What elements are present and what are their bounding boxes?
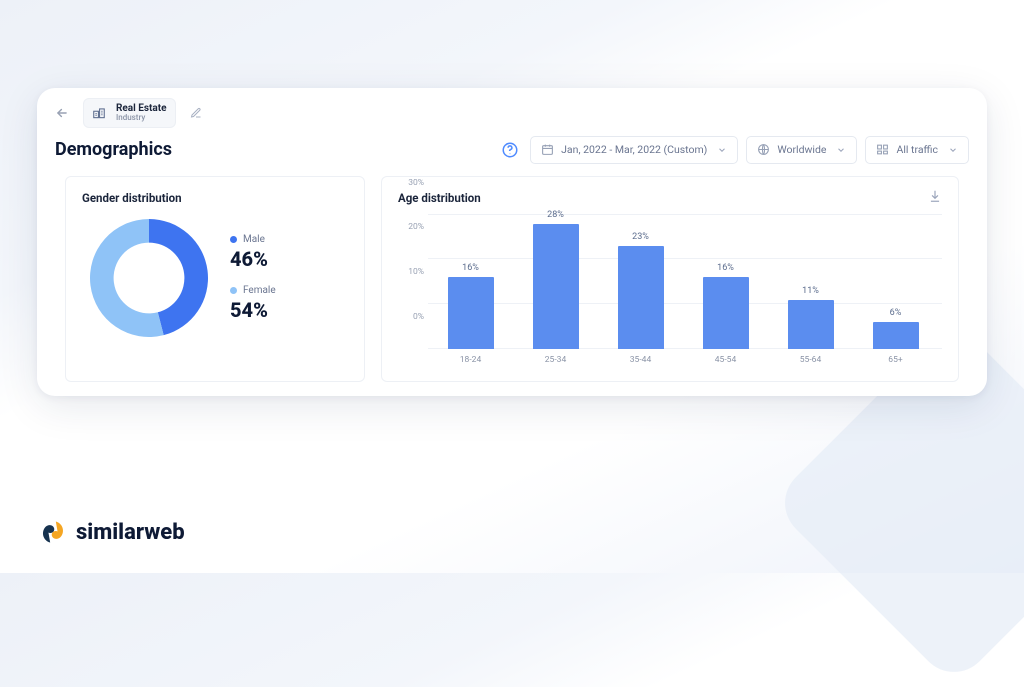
similarweb-logo-icon [40,519,66,545]
industry-chip[interactable]: Real Estate Industry [83,98,176,128]
bar [873,322,919,349]
industry-icon [92,105,108,121]
legend-label: Male [230,234,276,245]
download-chart-button[interactable] [928,189,944,205]
age-chart-yaxis: 0%10%20%30% [398,215,428,349]
legend-swatch [230,236,237,243]
age-bar-chart: 0%10%20%30% 16%28%23%16%11%6% 18-2425-34… [398,215,942,371]
gender-distribution-card: Gender distribution Male 46% Female 54% [65,176,365,382]
legend-swatch [230,287,237,294]
region-filter[interactable]: Worldwide [746,136,857,164]
arrow-left-icon [55,106,69,120]
chevron-down-icon [948,145,958,155]
bar [618,246,664,349]
industry-chip-subtitle: Industry [116,114,167,123]
bar-column: 28% [513,215,598,349]
top-bar: Real Estate Industry [37,88,987,128]
dashboard-panel: Real Estate Industry Demographics Jan, 2… [37,88,987,396]
calendar-icon [541,143,555,157]
date-range-filter[interactable]: Jan, 2022 - Mar, 2022 (Custom) [530,136,738,164]
legend-text: Male [243,234,265,245]
brand-name: similarweb [76,520,185,545]
xtick-label: 65+ [853,349,938,371]
legend-value: 46% [230,247,276,271]
legend-row: Male 46% [230,234,276,271]
age-chart-xaxis: 18-2425-3435-4445-5455-6465+ [428,349,938,371]
xtick-label: 55-64 [768,349,853,371]
help-circle-icon [501,141,519,159]
bar [533,224,579,349]
bar-value-label: 23% [632,232,649,242]
help-button[interactable] [498,138,522,162]
xtick-label: 35-44 [598,349,683,371]
ytick-label: 0% [398,312,428,322]
bar-column: 6% [853,215,938,349]
bar [448,277,494,348]
header-row: Demographics Jan, 2022 - Mar, 2022 (Cust… [37,128,987,176]
gender-card-title: Gender distribution [82,191,348,205]
bar-value-label: 6% [890,308,902,318]
back-button[interactable] [51,102,73,124]
cards-row: Gender distribution Male 46% Female 54% Age… [37,176,987,382]
date-range-label: Jan, 2022 - Mar, 2022 (Custom) [561,143,707,156]
bar [788,300,834,349]
edit-industry-button[interactable] [186,103,206,123]
page-title: Demographics [55,139,172,160]
bar-value-label: 16% [717,263,734,273]
brand-footer: similarweb [40,519,185,545]
age-card-title: Age distribution [398,191,942,205]
bar-column: 11% [768,215,853,349]
traffic-icon [876,143,890,157]
legend-text: Female [243,285,276,296]
age-distribution-card: Age distribution 0%10%20%30% 16%28%23%16… [381,176,959,382]
xtick-label: 45-54 [683,349,768,371]
xtick-label: 18-24 [428,349,513,371]
ytick-label: 20% [398,222,428,232]
globe-icon [757,143,771,157]
ytick-label: 30% [398,178,428,188]
bar-column: 23% [598,215,683,349]
chevron-down-icon [836,145,846,155]
age-chart-plot: 16% 28% 23% 16% 11% 6% [428,215,938,349]
legend-row: Female 54% [230,285,276,322]
filter-bar: Jan, 2022 - Mar, 2022 (Custom) Worldwide [498,136,969,164]
gender-donut-chart [90,219,208,337]
bar-column: 16% [683,215,768,349]
legend-value: 54% [230,298,276,322]
bar-column: 16% [428,215,513,349]
traffic-label: All traffic [896,143,938,156]
bar-value-label: 16% [462,263,479,273]
gender-legend: Male 46% Female 54% [230,234,276,322]
ytick-label: 10% [398,267,428,277]
pencil-icon [190,107,202,119]
bar-value-label: 11% [802,286,819,296]
bar-value-label: 28% [547,210,564,220]
region-label: Worldwide [777,143,826,156]
traffic-filter[interactable]: All traffic [865,136,969,164]
xtick-label: 25-34 [513,349,598,371]
chevron-down-icon [717,145,727,155]
bar [703,277,749,348]
download-icon [928,189,942,203]
legend-label: Female [230,285,276,296]
industry-chip-text: Real Estate Industry [116,103,167,123]
